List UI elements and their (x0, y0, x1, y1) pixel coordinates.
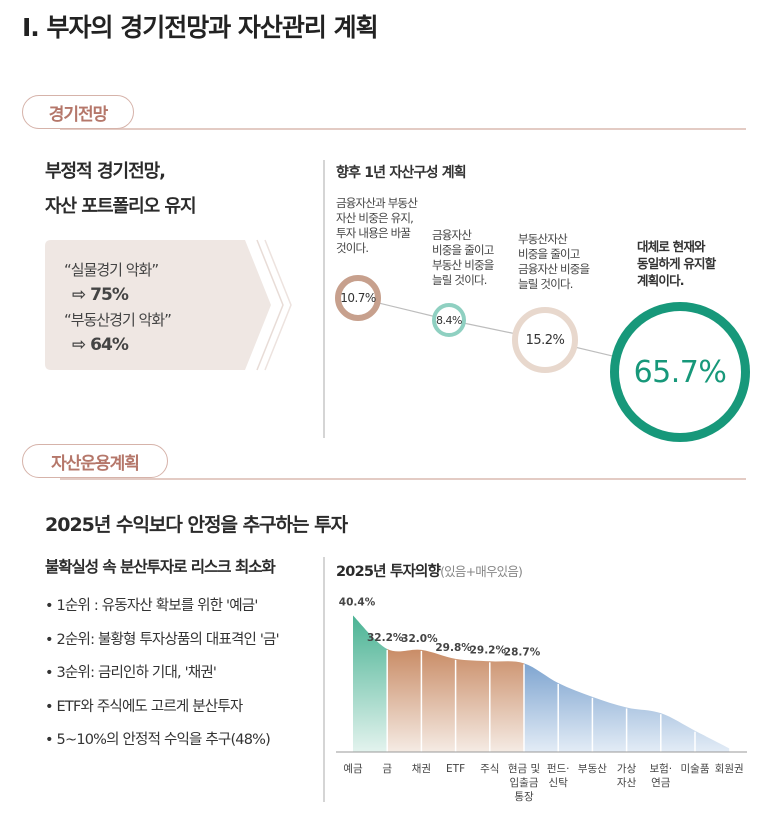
plan-note-4: 대체로 현재와 동일하게 유지할 계획이다. (637, 239, 716, 288)
page-title: I. 부자의 경기전망과 자산관리 계획 (22, 13, 379, 42)
section-pill-outlook: 경기전망 (22, 95, 134, 129)
category-label: 가상 자산 (617, 763, 637, 789)
data-label: 28.7% (504, 646, 541, 658)
area-segment-top1 (353, 615, 388, 752)
chart-title-text: 2025년 투자의향 (336, 564, 441, 580)
stat-value: ⇨ 75% (72, 285, 129, 305)
outlook-headline: 부정적 경기전망, 자산 포트폴리오 유지 (45, 154, 197, 224)
chart-title: 2025년 투자의향(있음+매우있음) (336, 560, 523, 581)
plan-note-3: 부동산자산 비중을 줄이고 금융자산 비중을 늘릴 것이다. (518, 232, 590, 291)
bullet-item: • 1순위 : 유동자산 확보를 위한 '예금' (45, 598, 258, 614)
bullet-item: • 5~10%의 안정적 수익을 추구(48%) (45, 732, 271, 748)
category-label: 채권 (412, 763, 431, 775)
data-label: 32.0% (401, 633, 438, 645)
plan-ring-1: 10.7% (335, 275, 381, 321)
stat-label: “실물경기 악화” (64, 261, 159, 279)
section-pill-asset-plan: 자산운용계획 (22, 444, 168, 478)
category-label: 주식 (480, 763, 499, 775)
data-label: 40.4% (339, 597, 376, 609)
plan-note-2: 금융자산 비중을 줄이고 부동산 비중을 늘릴 것이다. (432, 228, 494, 287)
category-label: 펀드· 신탁 (547, 763, 570, 789)
data-label: 29.2% (470, 644, 507, 656)
bullet-list: • 1순위 : 유동자산 확보를 위한 '예금' • 2순위: 불황형 투자상품… (45, 590, 280, 758)
stat-value: ⇨ 64% (72, 335, 129, 355)
category-label: 현금 및 입출금 통장 (508, 763, 540, 803)
plan-note-1: 금융자산과 부동산 자산 비중은 유지, 투자 내용은 바꿀 것이다. (336, 196, 418, 255)
section-divider (60, 478, 746, 480)
headline-line: 자산 포트폴리오 유지 (45, 196, 197, 217)
section-divider (60, 128, 746, 130)
column-divider (323, 160, 325, 438)
area-segment-rest (524, 663, 730, 752)
plan-ring-2: 8.4% (432, 303, 466, 337)
category-label: 미술품 (681, 763, 710, 775)
plan-title: 향후 1년 자산구성 계획 (336, 165, 467, 181)
column-divider (323, 557, 325, 802)
data-label: 32.2% (367, 632, 404, 644)
category-label: ETF (446, 763, 465, 775)
bullet-item: • 3순위: 금리인하 기대, '채권' (45, 665, 217, 681)
plan-ring-4: 65.7% (610, 302, 750, 442)
asset-plan-subheading: 불확실성 속 분산투자로 리스크 최소화 (45, 558, 276, 576)
category-label: 보험· 연금 (649, 763, 672, 789)
bullet-item: • 2순위: 불황형 투자상품의 대표격인 '금' (45, 631, 280, 648)
chart-subtitle: (있음+매우있음) (440, 564, 523, 579)
category-label: 부동산 (578, 763, 607, 775)
data-label: 29.8% (435, 642, 472, 654)
outlook-stats: “실물경기 악화” ⇨ 75% “부동산경기 악화” ⇨ 64% (64, 258, 172, 358)
stats-arrow-box (45, 239, 292, 371)
category-label: 회원권 (715, 763, 744, 775)
plan-ring-3: 15.2% (512, 307, 578, 373)
bullet-item: • ETF와 주식에도 고르게 분산투자 (45, 698, 243, 715)
asset-plan-headline: 2025년 수익보다 안정을 추구하는 투자 (45, 514, 348, 536)
category-label: 금 (382, 763, 392, 775)
stat-label: “부동산경기 악화” (64, 311, 172, 329)
headline-line: 부정적 경기전망, (45, 161, 166, 182)
category-label: 예금 (343, 762, 363, 775)
